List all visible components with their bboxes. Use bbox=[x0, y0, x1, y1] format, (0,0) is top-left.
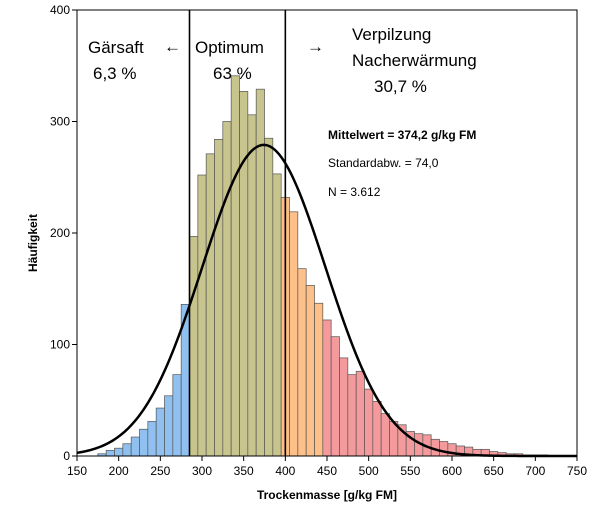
zone-label-gaersaft: Gärsaft bbox=[88, 38, 144, 57]
x-tick-label: 300 bbox=[192, 464, 212, 478]
x-tick-label: 450 bbox=[317, 464, 337, 478]
x-tick-label: 700 bbox=[525, 464, 545, 478]
histogram-bar bbox=[155, 407, 165, 457]
histogram-bar bbox=[164, 395, 174, 457]
histogram-bar bbox=[380, 413, 390, 457]
zone-percent-verpilzung: 30,7 % bbox=[374, 77, 427, 96]
histogram-bar bbox=[439, 441, 449, 457]
histogram-bar bbox=[230, 75, 240, 457]
histogram-bar bbox=[189, 235, 199, 457]
histogram-bar bbox=[114, 447, 124, 457]
histogram-bar bbox=[122, 443, 132, 457]
zone-label-nacherwaermung: Nacherwärmung bbox=[352, 51, 477, 70]
y-tick-label: 0 bbox=[63, 449, 70, 463]
x-tick-label: 500 bbox=[359, 464, 379, 478]
stat-mean: Mittelwert = 374,2 g/kg FM bbox=[328, 128, 476, 142]
y-tick-label: 200 bbox=[50, 226, 70, 240]
histogram-bar bbox=[289, 211, 299, 457]
histogram-bar bbox=[339, 357, 349, 457]
histogram-bar bbox=[247, 114, 257, 457]
histogram-bar bbox=[314, 302, 324, 457]
histogram-bar bbox=[364, 388, 374, 457]
histogram-bar bbox=[130, 436, 140, 457]
zone-label-optimum: Optimum bbox=[195, 38, 264, 57]
histogram-bar bbox=[105, 450, 115, 457]
stat-n: N = 3.612 bbox=[328, 185, 381, 199]
histogram-bar bbox=[147, 421, 157, 457]
x-tick-label: 650 bbox=[484, 464, 504, 478]
histogram-bar bbox=[139, 428, 149, 457]
x-tick-label: 600 bbox=[442, 464, 462, 478]
x-tick-label: 550 bbox=[400, 464, 420, 478]
x-tick-label: 750 bbox=[567, 464, 587, 478]
x-tick-label: 200 bbox=[109, 464, 129, 478]
histogram-bar bbox=[297, 268, 307, 457]
histogram-bar bbox=[330, 336, 340, 457]
stat-std-dev: Standardabw. = 74,0 bbox=[328, 156, 439, 170]
histogram-bar bbox=[355, 370, 365, 457]
arrow-right-icon: → bbox=[307, 37, 324, 56]
zone-percent-optimum: 63 % bbox=[213, 64, 252, 83]
x-tick-label: 250 bbox=[150, 464, 170, 478]
histogram-bar bbox=[372, 401, 382, 457]
x-tick-label: 150 bbox=[67, 464, 87, 478]
x-tick-label: 400 bbox=[275, 464, 295, 478]
histogram-bar bbox=[264, 137, 274, 457]
histogram-bar bbox=[205, 153, 215, 457]
y-axis-title: Häufigkeit bbox=[26, 214, 40, 272]
zone-percent-gaersaft: 6,3 % bbox=[93, 64, 136, 83]
histogram-bar bbox=[197, 174, 207, 457]
histogram-bar bbox=[222, 121, 232, 457]
zone-label-verpilzung: Verpilzung bbox=[352, 25, 431, 44]
y-axis-ticks: 0 100 200 300 400 bbox=[50, 3, 77, 463]
histogram-bar bbox=[305, 285, 315, 457]
arrow-left-icon: ← bbox=[164, 37, 181, 56]
x-axis-title: Trockenmasse [g/kg FM] bbox=[257, 488, 397, 502]
y-tick-label: 400 bbox=[50, 3, 70, 17]
histogram-bars bbox=[97, 75, 549, 457]
histogram-bar bbox=[272, 173, 282, 457]
histogram-bar bbox=[322, 319, 332, 457]
y-tick-label: 100 bbox=[50, 338, 70, 352]
zone-boundaries bbox=[188, 10, 287, 456]
histogram-bar bbox=[214, 138, 224, 457]
histogram-bar bbox=[172, 374, 182, 457]
x-tick-label: 350 bbox=[234, 464, 254, 478]
y-tick-label: 300 bbox=[50, 115, 70, 129]
histogram-bar bbox=[239, 91, 249, 457]
histogram-bar bbox=[347, 374, 357, 457]
x-axis-ticks: 150 200 250 300 350 400 450 500 550 600 650 700 750 bbox=[67, 456, 587, 478]
